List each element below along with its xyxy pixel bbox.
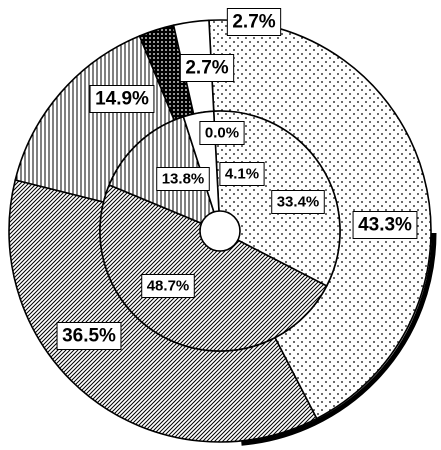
outer-label-3: 2.7% [179,54,235,82]
data-label: 0.0% [205,125,239,142]
data-label: 2.7% [185,58,228,79]
label-box [89,85,155,113]
outer-label-2: 14.9% [89,85,155,113]
inner-slice-1 [99,183,328,352]
data-label: 4.1% [225,166,259,183]
label-box [56,322,122,350]
label-box [141,274,195,298]
label-box [352,211,418,239]
outer-label-0: 43.3% [352,211,418,239]
inner-label-2: 13.8% [156,167,210,191]
data-label: 2.7% [232,12,275,33]
data-label: 48.7% [147,278,190,295]
inner-label-4: 4.1% [219,162,265,186]
inner-label-1: 48.7% [141,274,195,298]
data-label: 43.3% [358,215,412,236]
label-box [179,54,235,82]
label-box [199,121,245,145]
label-box [226,8,282,36]
data-label: 14.9% [95,89,149,110]
chart-shadow [241,232,437,446]
inner-label-0: 33.4% [271,190,325,214]
data-label: 36.5% [62,326,116,347]
outer-label-4: 2.7% [226,8,282,36]
data-label: 33.4% [277,194,320,211]
outer-label-1: 36.5% [56,322,122,350]
label-box [219,162,265,186]
inner-label-3: 0.0% [199,121,245,145]
data-label: 13.8% [162,171,205,188]
label-box [156,167,210,191]
center-hole [199,210,241,252]
label-box [271,190,325,214]
